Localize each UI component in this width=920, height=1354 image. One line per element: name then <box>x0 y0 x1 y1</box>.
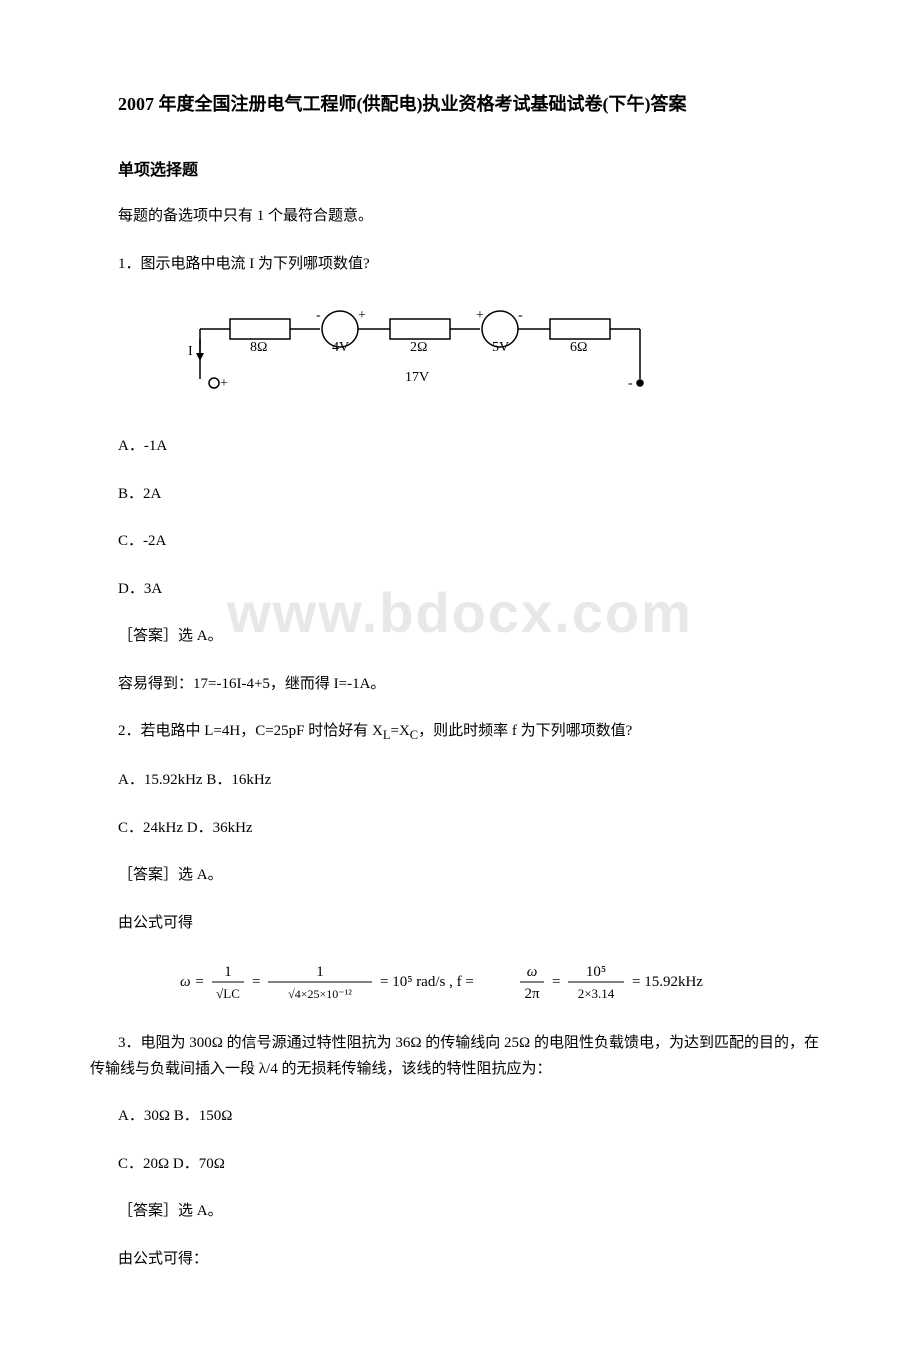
circuit-v2: 5V <box>492 340 509 355</box>
circuit-i-label: I <box>188 344 193 359</box>
section-header: 单项选择题 <box>90 156 830 180</box>
svg-text:=: = <box>252 974 260 990</box>
circuit-v1: 4V <box>332 340 349 355</box>
svg-text:1: 1 <box>316 964 324 980</box>
q1-option-a: A．-1A <box>90 434 830 460</box>
q3-options-ab: A．30Ω B．150Ω <box>90 1104 830 1130</box>
q3-explain-lead: 由公式可得： <box>90 1247 830 1273</box>
q2-options-ab: A．15.92kHz B．16kHz <box>90 768 830 794</box>
q2-options-cd: C．24kHz D．36kHz <box>90 816 830 842</box>
q2-question: 2．若电路中 L=4H，C=25pF 时恰好有 XL=XC，则此时频率 f 为下… <box>90 719 830 746</box>
q2-answer: ［答案］选 A。 <box>90 863 830 889</box>
svg-text:√LC: √LC <box>216 986 240 1001</box>
q1-explain: 容易得到：17=-16I-4+5，继而得 I=-1A。 <box>90 672 830 698</box>
q1-option-c: C．-2A <box>90 529 830 555</box>
svg-text:=: = <box>552 974 560 990</box>
q1-question: 1．图示电路中电流 I 为下列哪项数值? <box>90 252 830 278</box>
svg-text:ω =: ω = <box>180 974 204 990</box>
q2-formula: ω = 1 √LC = 1 √4×25×10⁻¹² = 10⁵ rad/s , … <box>180 958 830 1011</box>
svg-text:10⁵: 10⁵ <box>586 964 606 980</box>
page-title: 2007 年度全国注册电气工程师(供配电)执业资格考试基础试卷(下午)答案 <box>90 90 830 116</box>
svg-text:-: - <box>518 308 523 323</box>
intro-text: 每题的备选项中只有 1 个最符合题意。 <box>90 204 830 230</box>
svg-text:= 15.92kHz: = 15.92kHz <box>632 974 703 990</box>
q1-answer: ［答案］选 A。 <box>90 624 830 650</box>
svg-text:ω: ω <box>527 964 538 980</box>
circuit-r1: 8Ω <box>250 340 267 355</box>
svg-text:2×3.14: 2×3.14 <box>578 986 615 1001</box>
circuit-r2: 2Ω <box>410 340 427 355</box>
svg-text:-: - <box>628 376 633 391</box>
svg-text:√4×25×10⁻¹²: √4×25×10⁻¹² <box>288 987 352 1001</box>
q3-answer: ［答案］选 A。 <box>90 1199 830 1225</box>
q1-circuit-diagram: I 8Ω - + 4V 2Ω + - 5V 6Ω 17V + - <box>180 299 830 414</box>
svg-text:-: - <box>316 308 321 323</box>
svg-text:+: + <box>220 376 228 391</box>
q1-option-d: D．3A <box>90 577 830 603</box>
svg-text:2π: 2π <box>524 986 540 1002</box>
circuit-r3: 6Ω <box>570 340 587 355</box>
q2-explain-lead: 由公式可得 <box>90 911 830 937</box>
q3-question: 3．电阻为 300Ω 的信号源通过特性阻抗为 36Ω 的传输线向 25Ω 的电阻… <box>90 1031 830 1082</box>
circuit-vbottom: 17V <box>405 370 429 385</box>
q3-options-cd: C．20Ω D．70Ω <box>90 1152 830 1178</box>
svg-text:+: + <box>358 308 366 323</box>
svg-text:= 10⁵ rad/s , f =: = 10⁵ rad/s , f = <box>380 974 474 990</box>
q1-option-b: B．2A <box>90 482 830 508</box>
svg-text:1: 1 <box>224 964 232 980</box>
svg-text:+: + <box>476 308 484 323</box>
